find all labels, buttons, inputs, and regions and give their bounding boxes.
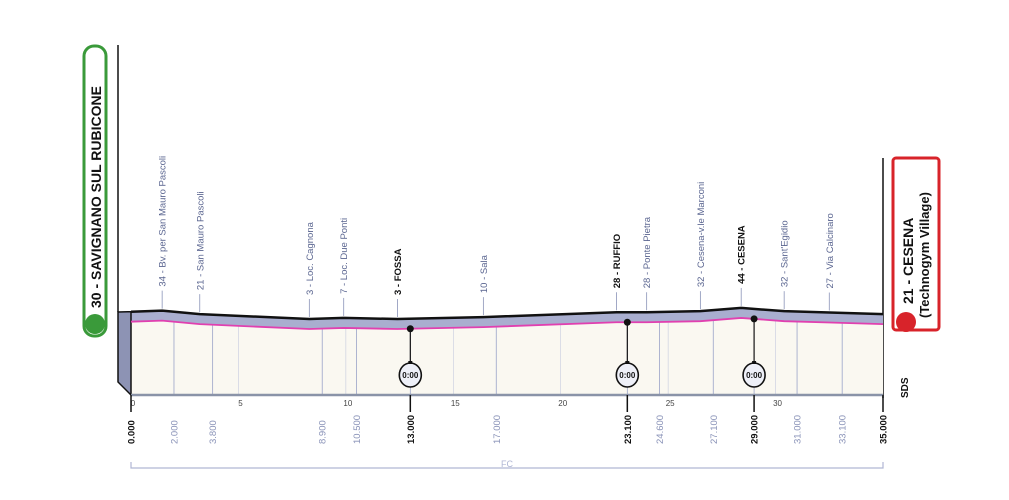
x-tick-label: 20 bbox=[558, 399, 567, 408]
distance-label: 3.800 bbox=[208, 420, 219, 444]
profile-line bbox=[130, 306, 884, 321]
place-label: 32 - Sant'Egidio bbox=[780, 220, 791, 287]
profile-side-wall bbox=[117, 310, 132, 397]
distance-label: 8.900 bbox=[318, 420, 329, 444]
profile-band bbox=[131, 307, 883, 329]
place-label: 44 - CESENA bbox=[737, 225, 748, 284]
stopwatch-crown bbox=[752, 361, 757, 364]
sds-label: SDS bbox=[900, 377, 911, 398]
distance-label: 29.000 bbox=[750, 415, 761, 444]
ground-area bbox=[131, 317, 883, 395]
distance-label: 27.100 bbox=[709, 415, 720, 444]
time-check-dot bbox=[623, 318, 631, 326]
cyclist-start-icon bbox=[85, 314, 105, 334]
stopwatch-icon: 0:00 bbox=[742, 361, 766, 388]
place-label: 32 - Cesena-v.le Marconi bbox=[696, 182, 707, 287]
x-tick-label: 25 bbox=[666, 399, 675, 408]
stopwatch-icon: 0:00 bbox=[615, 361, 640, 388]
distance-label: 24.600 bbox=[655, 415, 666, 444]
place-label: 28 - Ponte Pietra bbox=[642, 216, 653, 288]
place-label: 3 - FOSSA bbox=[393, 248, 404, 295]
start-badge: 30 - SAVIGNANO SUL RUBICONE bbox=[82, 44, 108, 338]
x-tick-label: 10 bbox=[343, 399, 352, 408]
place-label: 28 - RUFFIO bbox=[612, 234, 623, 288]
cyclist-finish-icon bbox=[896, 312, 916, 332]
distance-label: 23.100 bbox=[623, 415, 634, 444]
distance-label: 31.000 bbox=[793, 415, 804, 444]
fc-label: FC bbox=[501, 459, 513, 469]
x-tick-label: 30 bbox=[773, 399, 782, 408]
time-check-dot bbox=[406, 325, 414, 333]
distance-label: 17.000 bbox=[492, 415, 503, 444]
place-label: 10 - Sala bbox=[479, 254, 490, 293]
time-check-dot bbox=[750, 315, 758, 323]
place-label: 3 - Loc. Cagnona bbox=[305, 221, 316, 295]
x-tick-label: 5 bbox=[238, 399, 243, 408]
distance-label: 33.100 bbox=[838, 415, 849, 444]
x-tick-label: 0 bbox=[131, 399, 136, 408]
place-label: 21 - San Mauro Pascoli bbox=[195, 191, 206, 290]
start-label: 30 - SAVIGNANO SUL RUBICONE bbox=[88, 86, 104, 308]
distance-label: 2.000 bbox=[169, 420, 180, 444]
place-label: 7 - Loc. Due Ponti bbox=[339, 218, 350, 294]
stopwatch-icon: 0:00 bbox=[398, 361, 423, 388]
distance-label: 35.000 bbox=[879, 415, 890, 444]
distance-label: 10.500 bbox=[352, 415, 363, 444]
distance-label: 13.000 bbox=[406, 415, 417, 444]
time-check-label: 0:00 bbox=[619, 371, 636, 380]
place-label: 34 - Bv. per San Mauro Pascoli bbox=[158, 156, 169, 287]
fc-bracket bbox=[130, 462, 884, 469]
finish-sublabel: (Technogym Village) bbox=[917, 192, 932, 318]
finish-label: 21 - CESENA bbox=[900, 218, 916, 304]
pink-route-line bbox=[130, 317, 884, 330]
stopwatch-crown bbox=[625, 361, 630, 364]
finish-badge: 21 - CESENA (Technogym Village) bbox=[891, 156, 941, 332]
time-check-label: 0:00 bbox=[746, 371, 763, 380]
distance-label: 0.000 bbox=[127, 420, 138, 444]
time-check-label: 0:00 bbox=[402, 371, 419, 380]
place-label: 27 - Via Calcinaro bbox=[825, 213, 836, 288]
x-tick-label: 15 bbox=[451, 399, 460, 408]
stopwatch-crown bbox=[408, 361, 413, 364]
